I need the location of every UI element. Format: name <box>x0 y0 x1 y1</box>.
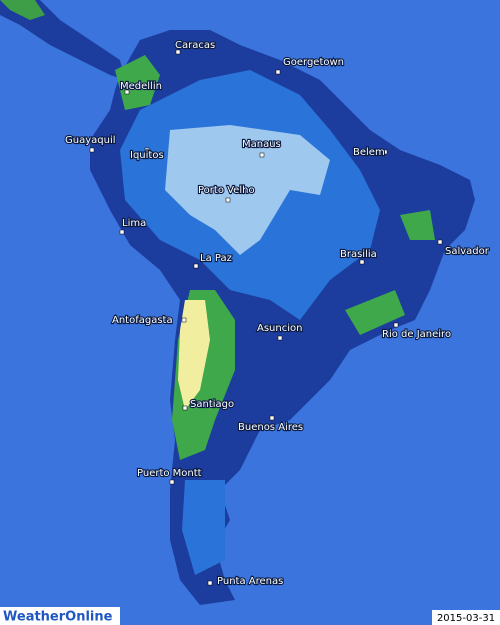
city-label: Manaus <box>242 139 281 150</box>
city-label: Salvador <box>445 246 490 257</box>
city-label: Guayaquil <box>65 135 116 146</box>
city-marker <box>275 69 281 75</box>
dry-zone <box>178 300 210 410</box>
city-marker <box>277 335 283 341</box>
city-label: Antofagasta <box>112 315 173 326</box>
rain-zone <box>165 125 330 255</box>
city-marker <box>382 149 388 155</box>
city-label: Santiago <box>190 399 234 410</box>
city-marker <box>437 239 443 245</box>
city-label: Caracas <box>175 40 215 51</box>
date-box <box>432 610 500 625</box>
rain-zone <box>115 55 160 110</box>
city-label: Asuncion <box>257 323 302 334</box>
city-marker <box>207 580 213 586</box>
city-marker <box>359 259 365 265</box>
city-label: Goergetown <box>283 57 344 68</box>
city-label: Iquitos <box>130 150 164 161</box>
city-label: Porto Velho <box>198 185 255 196</box>
city-marker <box>169 479 175 485</box>
city-marker <box>269 415 275 421</box>
central-america <box>0 0 125 80</box>
city-label: Rio de Janeiro <box>382 329 451 340</box>
city-marker <box>393 322 399 328</box>
city-label: Puerto Montt <box>137 468 202 479</box>
city-marker <box>181 317 187 323</box>
city-label: Medellin <box>120 81 162 92</box>
city-label: La Paz <box>200 253 232 264</box>
city-marker <box>124 89 130 95</box>
city-marker <box>119 229 125 235</box>
city-marker <box>89 147 95 153</box>
city-marker <box>182 405 188 411</box>
logo: WeatherOnline <box>3 610 113 625</box>
date: 2015-03-31 <box>437 613 495 624</box>
logo-box <box>0 607 120 625</box>
city-label: Brasilia <box>340 249 377 260</box>
city-label: Punta Arenas <box>217 576 283 587</box>
city-marker <box>144 147 150 153</box>
city-marker <box>175 49 181 55</box>
city-marker <box>259 152 265 158</box>
rain-zone <box>345 290 405 335</box>
rain-zone <box>400 210 435 240</box>
rain-zone <box>182 480 225 575</box>
city-marker <box>225 197 231 203</box>
rain-zone <box>0 0 45 20</box>
city-label: Belem <box>353 147 385 158</box>
city-marker <box>193 263 199 269</box>
city-label: Lima <box>122 218 146 229</box>
city-label: Buenos Aires <box>238 422 303 433</box>
